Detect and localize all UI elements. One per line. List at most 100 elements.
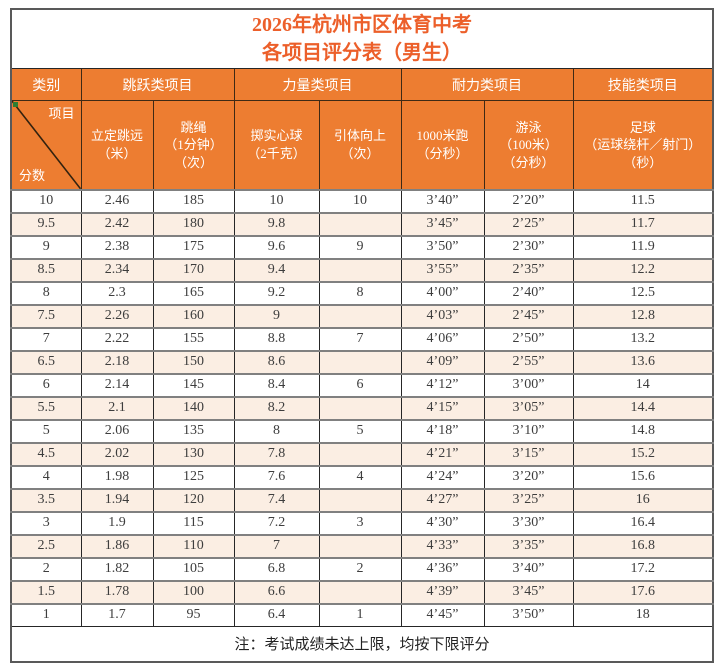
value-cell: 2.06 bbox=[80, 418, 154, 443]
value-cell: 14 bbox=[572, 372, 714, 397]
value-cell: 8.4 bbox=[233, 372, 320, 397]
value-cell: 1 bbox=[318, 602, 402, 627]
value-cell: 165 bbox=[152, 280, 235, 305]
value-cell bbox=[318, 395, 402, 420]
value-cell: 125 bbox=[152, 464, 235, 489]
value-cell: 2’25” bbox=[483, 211, 574, 236]
value-cell: 150 bbox=[152, 349, 235, 374]
score-cell: 7 bbox=[10, 326, 82, 351]
value-cell: 1.98 bbox=[80, 464, 154, 489]
value-cell: 17.6 bbox=[572, 579, 714, 604]
value-cell: 2.42 bbox=[80, 211, 154, 236]
value-cell: 3’15” bbox=[483, 441, 574, 466]
table-row: 1 1.7 95 6.4 1 4’45” 3’50” 18 bbox=[10, 602, 714, 627]
col-header-football: 足球 （运球绕杆／射门） （秒） bbox=[572, 99, 714, 191]
value-cell: 100 bbox=[152, 579, 235, 604]
value-cell: 10 bbox=[318, 188, 402, 213]
value-cell: 12.8 bbox=[572, 303, 714, 328]
value-cell: 3’45” bbox=[483, 579, 574, 604]
score-cell: 4 bbox=[10, 464, 82, 489]
col-header-rope-skipping: 跳绳 （1分钟） （次） bbox=[152, 99, 235, 191]
table-row: 9.5 2.42 180 9.8 3’45” 2’25” 11.7 bbox=[10, 211, 714, 236]
table-row: 2.5 1.86 110 7 4’33” 3’35” 16.8 bbox=[10, 533, 714, 558]
value-cell: 8.8 bbox=[233, 326, 320, 351]
value-cell: 2’40” bbox=[483, 280, 574, 305]
value-cell: 6.8 bbox=[233, 556, 320, 581]
score-cell: 6 bbox=[10, 372, 82, 397]
column-header-row: 项目 分数 立定跳远 （米） 跳绳 （1分钟） （次） 掷实心球 （2千克） 引… bbox=[10, 99, 714, 191]
value-cell: 2’55” bbox=[483, 349, 574, 374]
value-cell: 120 bbox=[152, 487, 235, 512]
value-cell: 115 bbox=[152, 510, 235, 535]
corner-label-score: 分数 bbox=[19, 168, 46, 184]
score-cell: 10 bbox=[10, 188, 82, 213]
value-cell: 6.4 bbox=[233, 602, 320, 627]
value-cell: 4’24” bbox=[400, 464, 485, 489]
value-cell: 9.4 bbox=[233, 257, 320, 282]
value-cell: 2.46 bbox=[80, 188, 154, 213]
value-cell bbox=[318, 441, 402, 466]
table-row: 4 1.98 125 7.6 4 4’24” 3’20” 15.6 bbox=[10, 464, 714, 489]
col-header-medicine-ball: 掷实心球 （2千克） bbox=[233, 99, 320, 191]
value-cell: 1.86 bbox=[80, 533, 154, 558]
score-cell: 3 bbox=[10, 510, 82, 535]
value-cell: 4 bbox=[318, 464, 402, 489]
value-cell: 16 bbox=[572, 487, 714, 512]
value-cell: 7 bbox=[318, 326, 402, 351]
score-cell: 6.5 bbox=[10, 349, 82, 374]
value-cell: 135 bbox=[152, 418, 235, 443]
value-cell: 12.2 bbox=[572, 257, 714, 282]
value-cell: 16.4 bbox=[572, 510, 714, 535]
table-row: 7 2.22 155 8.8 7 4’06” 2’50” 13.2 bbox=[10, 326, 714, 351]
value-cell: 17.2 bbox=[572, 556, 714, 581]
value-cell bbox=[318, 257, 402, 282]
value-cell: 3’35” bbox=[483, 533, 574, 558]
score-cell: 1.5 bbox=[10, 579, 82, 604]
table-row: 1.5 1.78 100 6.6 4’39” 3’45” 17.6 bbox=[10, 579, 714, 604]
value-cell: 9 bbox=[318, 234, 402, 259]
value-cell: 2’20” bbox=[483, 188, 574, 213]
table-row: 8 2.3 165 9.2 8 4’00” 2’40” 12.5 bbox=[10, 280, 714, 305]
value-cell: 9.2 bbox=[233, 280, 320, 305]
value-cell: 15.2 bbox=[572, 441, 714, 466]
value-cell: 2.3 bbox=[80, 280, 154, 305]
value-cell: 175 bbox=[152, 234, 235, 259]
category-label: 类别 bbox=[10, 68, 82, 101]
value-cell bbox=[318, 533, 402, 558]
value-cell: 2’45” bbox=[483, 303, 574, 328]
value-cell: 140 bbox=[152, 395, 235, 420]
value-cell: 2.14 bbox=[80, 372, 154, 397]
value-cell: 1.7 bbox=[80, 602, 154, 627]
value-cell: 2.02 bbox=[80, 441, 154, 466]
value-cell: 3’00” bbox=[483, 372, 574, 397]
value-cell: 8.6 bbox=[233, 349, 320, 374]
value-cell: 185 bbox=[152, 188, 235, 213]
value-cell: 3’20” bbox=[483, 464, 574, 489]
table-row: 6.5 2.18 150 8.6 4’09” 2’55” 13.6 bbox=[10, 349, 714, 374]
value-cell: 10 bbox=[233, 188, 320, 213]
value-cell: 2.34 bbox=[80, 257, 154, 282]
table-row: 10 2.46 185 10 10 3’40” 2’20” 11.5 bbox=[10, 188, 714, 213]
value-cell: 4’03” bbox=[400, 303, 485, 328]
value-cell: 3’05” bbox=[483, 395, 574, 420]
diagonal-line-icon bbox=[12, 101, 81, 189]
value-cell: 3’55” bbox=[400, 257, 485, 282]
value-cell: 2’30” bbox=[483, 234, 574, 259]
table-row: 7.5 2.26 160 9 4’03” 2’45” 12.8 bbox=[10, 303, 714, 328]
corner-cell: 项目 分数 bbox=[10, 99, 82, 191]
value-cell: 3 bbox=[318, 510, 402, 535]
value-cell: 4’45” bbox=[400, 602, 485, 627]
value-cell bbox=[318, 579, 402, 604]
value-cell: 4’12” bbox=[400, 372, 485, 397]
value-cell: 2’50” bbox=[483, 326, 574, 351]
score-cell: 5.5 bbox=[10, 395, 82, 420]
value-cell bbox=[318, 349, 402, 374]
value-cell: 2.18 bbox=[80, 349, 154, 374]
score-cell: 3.5 bbox=[10, 487, 82, 512]
page: { "colors": { "header_bg": "#ED7D31", "t… bbox=[0, 8, 720, 663]
score-cell: 5 bbox=[10, 418, 82, 443]
value-cell: 18 bbox=[572, 602, 714, 627]
value-cell: 2.22 bbox=[80, 326, 154, 351]
value-cell: 105 bbox=[152, 556, 235, 581]
value-cell: 4’00” bbox=[400, 280, 485, 305]
